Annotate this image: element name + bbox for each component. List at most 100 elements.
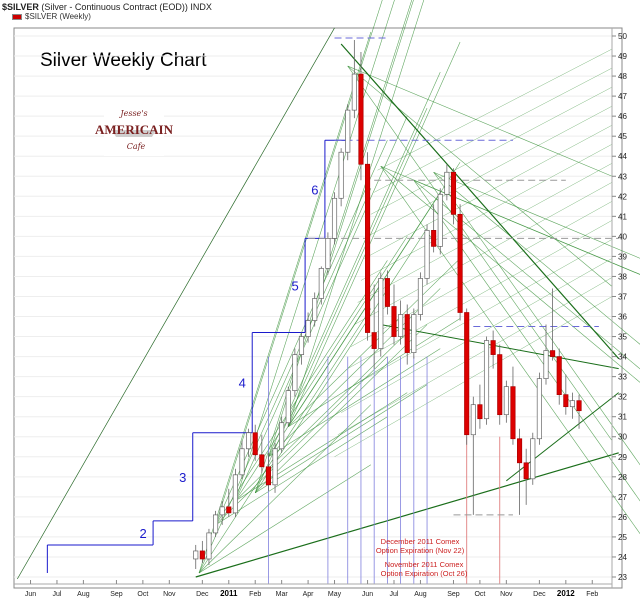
- candle-body: [206, 532, 212, 560]
- candle-body: [543, 350, 549, 379]
- candle-body: [510, 386, 516, 440]
- y-tick-label: 43: [618, 172, 627, 181]
- candle-body: [477, 404, 483, 420]
- candle: [272, 442, 278, 493]
- y-tick-label: 34: [618, 353, 627, 362]
- candle-body: [239, 448, 245, 476]
- fan-line: [413, 179, 640, 275]
- step-label: 6: [311, 182, 318, 197]
- fan-line: [341, 258, 613, 413]
- candle-body: [331, 197, 338, 239]
- candle-body: [411, 314, 417, 353]
- candle: [536, 372, 542, 445]
- step-label: 2: [139, 526, 146, 541]
- candle-body: [497, 354, 503, 416]
- candle-body: [384, 278, 390, 307]
- candle-body: [398, 314, 404, 337]
- candle: [338, 148, 344, 207]
- candle-body: [226, 506, 232, 514]
- y-tick-label: 40: [618, 232, 627, 241]
- x-tick-label: Feb: [586, 591, 598, 598]
- candle: [477, 384, 483, 429]
- y-tick-label: 48: [618, 72, 627, 81]
- x-tick-label: Sep: [447, 591, 460, 598]
- candle: [331, 192, 338, 245]
- x-tick-label: Aug: [77, 591, 90, 598]
- candle: [298, 332, 305, 365]
- y-tick-label: 46: [618, 112, 627, 121]
- candle-body: [444, 171, 450, 195]
- candle-body: [358, 73, 364, 165]
- candle-body: [464, 312, 470, 436]
- candle: [279, 416, 285, 453]
- fan-line: [344, 239, 613, 391]
- candle-body: [279, 422, 285, 450]
- fan-line: [364, 124, 613, 259]
- logo-banner-icon: [112, 130, 156, 137]
- y-tick-label: 49: [618, 52, 627, 61]
- x-tick-label: Dec: [196, 591, 209, 598]
- candle: [543, 324, 549, 385]
- candle: [431, 204, 437, 253]
- candle: [503, 380, 509, 423]
- expiration-annotation-line1: November 2011 Comex: [385, 560, 464, 569]
- candle: [464, 308, 470, 445]
- x-tick-label: Dec: [533, 591, 546, 598]
- fan-line: [337, 277, 613, 435]
- fan-line: [433, 171, 640, 259]
- candle: [219, 500, 225, 525]
- fan-line: [254, 0, 413, 493]
- candle-body: [365, 163, 371, 333]
- candle-body: [292, 354, 298, 392]
- x-tick-label: Mar: [276, 591, 289, 598]
- y-tick-label: 33: [618, 373, 627, 382]
- candle-body: [265, 466, 271, 486]
- candle-body: [318, 268, 324, 299]
- candle: [378, 272, 384, 357]
- candle-body: [576, 400, 582, 412]
- fan-line: [215, 416, 388, 526]
- candle: [490, 330, 496, 369]
- y-tick-label: 23: [618, 573, 627, 582]
- vertical-marker-layer: [268, 356, 501, 584]
- candle-body: [437, 193, 443, 247]
- candle-body: [325, 238, 331, 269]
- candle-body: [193, 550, 199, 560]
- candle: [470, 396, 476, 515]
- candle: [411, 308, 417, 359]
- fan-line: [374, 67, 613, 193]
- candle-body: [371, 332, 377, 349]
- candle-body: [285, 390, 291, 424]
- y-tick-label: 41: [618, 212, 627, 221]
- x-tick-label: Oct: [474, 591, 485, 598]
- candle: [417, 272, 423, 321]
- y-tick-label: 24: [618, 553, 627, 562]
- fan-line: [287, 41, 461, 427]
- y-tick-label: 47: [618, 92, 627, 101]
- candle-body: [450, 171, 457, 215]
- candle: [292, 348, 298, 397]
- logo-main-text: AMERICAIN: [95, 122, 174, 137]
- candle-body: [246, 432, 252, 450]
- candle: [576, 394, 582, 429]
- candle: [265, 452, 271, 491]
- candle-body: [219, 506, 225, 516]
- candle-body: [351, 73, 357, 111]
- logo-top-text: Jesse's: [118, 109, 147, 118]
- step-label: 4: [239, 376, 246, 391]
- fan-line: [357, 163, 613, 303]
- fan-line: [198, 404, 372, 574]
- candle: [391, 284, 397, 345]
- candle: [450, 168, 457, 225]
- candle-body: [199, 550, 205, 560]
- candle-body: [470, 404, 476, 436]
- candle-body: [530, 438, 536, 480]
- expiration-annotation-line2: Option Expiration (Nov 22): [376, 546, 465, 555]
- description-label: (Silver - Continuous Contract (EOD)) IND…: [41, 2, 212, 12]
- candle: [457, 204, 463, 321]
- fan-line: [380, 166, 640, 383]
- candle: [444, 164, 450, 201]
- candle-body: [345, 109, 351, 153]
